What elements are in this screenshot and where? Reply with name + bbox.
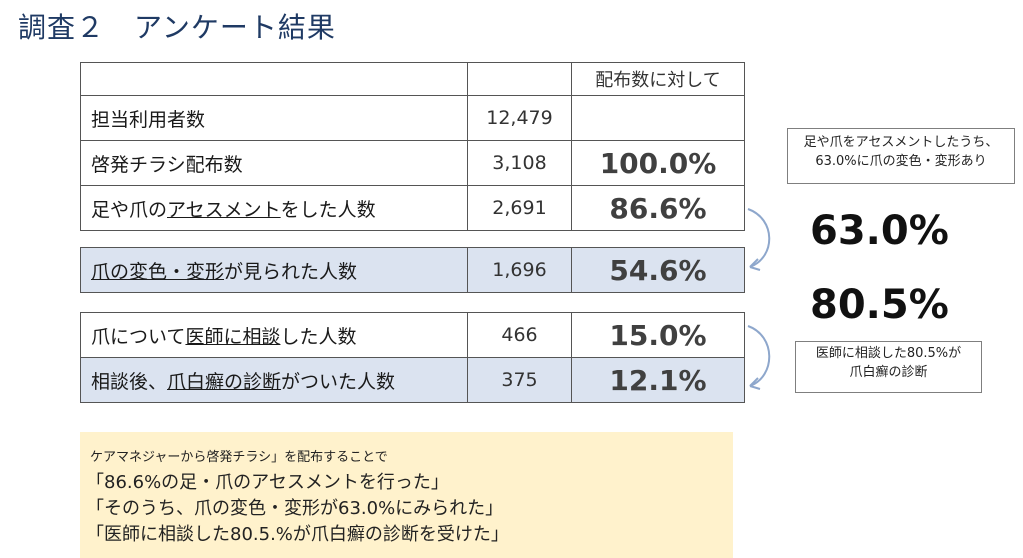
table-header-row: 配布数に対して	[80, 62, 745, 96]
table-row: 足や爪のアセスメントをした人数 2,691 86.6%	[80, 185, 745, 231]
row-label: 相談後、爪白癬の診断がついた人数	[80, 357, 468, 403]
callout-line: 足や爪をアセスメントしたうち、	[803, 135, 999, 150]
big-percent-80: 80.5%	[810, 282, 949, 328]
page-title: 調査２ アンケート結果	[18, 11, 336, 44]
label-part-underlined: 爪の変色・変形	[91, 260, 225, 283]
label-part: 爪について	[91, 325, 186, 348]
note-line: 「86.6%の足・爪のアセスメントを行った」	[86, 472, 449, 493]
label-part: 相談後、	[91, 370, 168, 393]
note-intro: ケアマネジャーから啓発チラシ」を配布することで	[90, 450, 388, 465]
callout-line: 爪白癬の診断	[849, 365, 928, 380]
row-label: 足や爪のアセスメントをした人数	[80, 185, 468, 231]
note-line: 「医師に相談した80.5.%が爪白癬の診断を受けた」	[86, 524, 509, 545]
row-count: 375	[467, 357, 572, 403]
callout-line: 医師に相談した80.5%が	[815, 346, 962, 361]
table-row: 担当利用者数 12,479	[80, 95, 745, 141]
row-pct: 12.1%	[571, 357, 745, 403]
curved-arrow-icon	[747, 325, 771, 390]
table-row: 相談後、爪白癬の診断がついた人数 375 12.1%	[80, 357, 745, 403]
row-label: 啓発チラシ配布数	[80, 140, 468, 186]
note-line: 「そのうち、爪の変色・変形が63.0%にみられた」	[86, 498, 504, 519]
header-cell-empty	[80, 62, 468, 96]
table-row: 爪について医師に相談した人数 466 15.0%	[80, 312, 745, 358]
row-pct	[571, 95, 745, 141]
callout-box-diagnosis: 医師に相談した80.5%が 爪白癬の診断	[795, 341, 982, 393]
header-cell-empty	[467, 62, 572, 96]
row-count: 2,691	[467, 185, 572, 231]
row-count: 1,696	[467, 247, 572, 293]
row-pct: 86.6%	[571, 185, 745, 231]
callout-line: 63.0%に爪の変色・変形あり	[815, 154, 987, 169]
row-count: 3,108	[467, 140, 572, 186]
label-part: がついた人数	[281, 370, 396, 393]
label-part: した人数	[280, 325, 357, 348]
label-part: をした人数	[280, 198, 376, 221]
results-table-bottom: 爪について医師に相談した人数 466 15.0% 相談後、爪白癬の診断がついた人…	[80, 312, 745, 403]
label-part-underlined: 爪白癬の診断	[167, 370, 282, 393]
summary-note: ケアマネジャーから啓発チラシ」を配布することで 「86.6%の足・爪のアセスメン…	[80, 432, 733, 558]
row-label: 爪の変色・変形が見られた人数	[80, 247, 468, 293]
curved-arrow-icon	[747, 208, 771, 271]
row-count: 12,479	[467, 95, 572, 141]
header-cell-ratio: 配布数に対して	[571, 62, 745, 96]
table-row: 啓発チラシ配布数 3,108 100.0%	[80, 140, 745, 186]
results-table-top: 配布数に対して 担当利用者数 12,479 啓発チラシ配布数 3,108 100…	[80, 62, 745, 231]
row-label: 爪について医師に相談した人数	[80, 312, 468, 358]
callout-box-assessment: 足や爪をアセスメントしたうち、 63.0%に爪の変色・変形あり	[787, 128, 1015, 184]
row-label: 担当利用者数	[80, 95, 468, 141]
row-pct: 54.6%	[571, 247, 745, 293]
row-pct: 15.0%	[571, 312, 745, 358]
label-part-underlined: 医師に相談	[185, 325, 281, 348]
label-part-underlined: アセスメント	[167, 198, 281, 221]
table-row: 爪の変色・変形が見られた人数 1,696 54.6%	[80, 247, 745, 293]
row-pct: 100.0%	[571, 140, 745, 186]
results-table-middle: 爪の変色・変形が見られた人数 1,696 54.6%	[80, 247, 745, 293]
row-count: 466	[467, 312, 572, 358]
label-part: 足や爪の	[91, 198, 168, 221]
label-part: が見られた人数	[224, 260, 358, 283]
big-percent-63: 63.0%	[810, 208, 949, 254]
